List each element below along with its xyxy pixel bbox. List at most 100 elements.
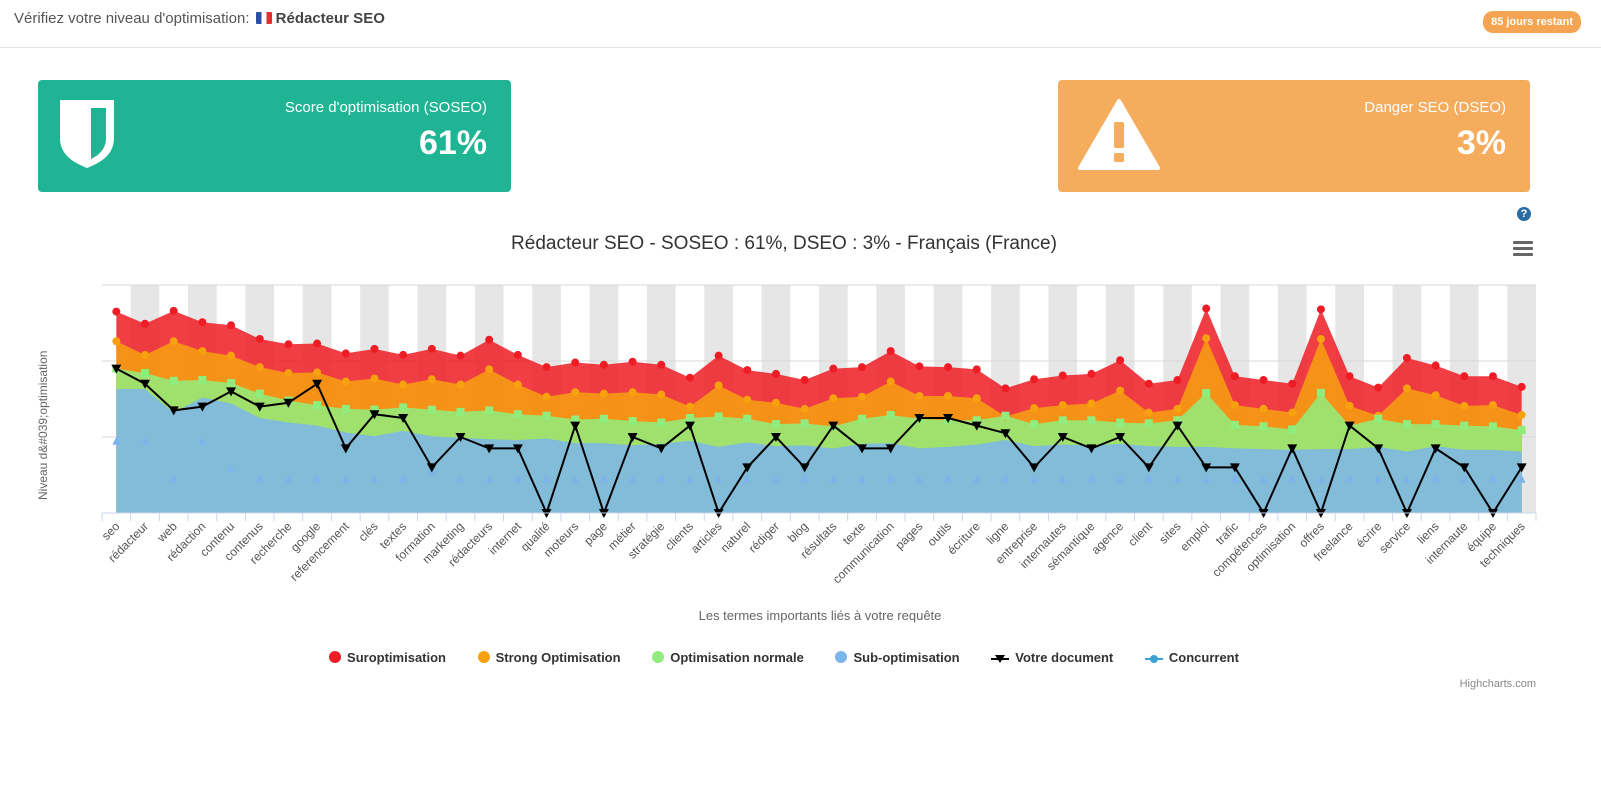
- hamburger-menu-icon[interactable]: [1513, 241, 1533, 257]
- point-optimisation-normale: [685, 414, 694, 422]
- point-votre-document: [369, 410, 380, 420]
- point-suroptimisation: [1173, 376, 1182, 384]
- point-optimisation-normale: [227, 379, 236, 388]
- legend-label: Votre document: [1015, 650, 1114, 665]
- point-suroptimisation: [1058, 371, 1067, 380]
- legend-item-strong-optimisation[interactable]: Strong Optimisation: [477, 650, 621, 665]
- point-optimisation-normale: [972, 416, 981, 425]
- point-strong-optimisation: [944, 391, 953, 400]
- point-optimisation-normale: [1116, 418, 1125, 427]
- point-votre-document: [828, 421, 839, 431]
- point-votre-document: [484, 444, 495, 454]
- point-votre-document: [1086, 444, 1097, 454]
- point-votre-document: [885, 444, 896, 454]
- point-strong-optimisation: [1488, 401, 1497, 410]
- point-votre-document: [226, 387, 237, 397]
- point-suroptimisation: [1030, 375, 1039, 384]
- point-suroptimisation: [1001, 384, 1010, 393]
- point-suroptimisation: [1460, 372, 1469, 381]
- top-bar: Vérifiez votre niveau d'optimisation: Ré…: [0, 0, 1601, 48]
- point-optimisation-normale: [1259, 422, 1268, 431]
- point-suroptimisation: [370, 344, 379, 353]
- point-strong-optimisation: [1202, 334, 1211, 343]
- point-concurrent: [141, 436, 150, 445]
- point-strong-optimisation: [169, 337, 178, 346]
- point-optimisation-normale: [370, 405, 379, 414]
- area-sub-optimisation: [116, 389, 1522, 513]
- point-suroptimisation: [1402, 353, 1411, 362]
- help-icon[interactable]: ?: [1517, 207, 1531, 221]
- legend-item-suroptimisation[interactable]: Suroptimisation: [329, 650, 446, 665]
- point-votre-document: [1373, 444, 1384, 454]
- soseo-label: Score d'optimisation (SOSEO): [284, 99, 487, 116]
- point-concurrent: [169, 474, 178, 483]
- x-tick-label: internet: [486, 519, 525, 558]
- chart-legend: Suroptimisation Strong Optimisation Opti…: [0, 650, 1568, 665]
- point-concurrent: [1116, 474, 1125, 483]
- point-concurrent: [1259, 474, 1268, 483]
- chart-title: Rédacteur SEO - SOSEO : 61%, DSEO : 3% -…: [511, 233, 1057, 254]
- days-remaining-badge: 85 jours restant: [1483, 11, 1581, 33]
- point-suroptimisation: [1259, 376, 1268, 384]
- point-optimisation-normale: [1230, 420, 1239, 429]
- point-votre-document: [168, 406, 179, 416]
- point-strong-optimisation: [1316, 334, 1325, 343]
- point-suroptimisation: [227, 321, 236, 330]
- point-votre-document: [1172, 421, 1183, 431]
- point-votre-document: [770, 433, 781, 442]
- point-strong-optimisation: [800, 404, 809, 413]
- legend-item-optimisation-normale[interactable]: Optimisation normale: [652, 650, 804, 665]
- point-suroptimisation: [628, 357, 637, 366]
- legend-item-sub-optimisation[interactable]: Sub-optimisation: [835, 650, 960, 665]
- credits-link[interactable]: Highcharts.com: [1459, 678, 1536, 690]
- point-suroptimisation: [1431, 361, 1440, 370]
- point-optimisation-normale: [169, 376, 178, 385]
- point-optimisation-normale: [513, 410, 522, 419]
- point-suroptimisation: [1288, 379, 1297, 388]
- point-concurrent: [685, 474, 694, 483]
- point-concurrent: [628, 474, 637, 483]
- point-optimisation-normale: [485, 406, 494, 415]
- point-strong-optimisation: [886, 377, 895, 386]
- point-optimisation-normale: [743, 414, 752, 423]
- point-votre-document: [111, 364, 122, 374]
- point-concurrent: [485, 474, 494, 483]
- point-suroptimisation: [1517, 382, 1526, 391]
- legend-item-concurrent[interactable]: Concurrent: [1144, 650, 1239, 665]
- x-axis-label: Les termes importants liés à votre requê…: [698, 608, 942, 623]
- point-strong-optimisation: [341, 377, 350, 386]
- point-suroptimisation: [886, 347, 895, 356]
- point-optimisation-normale: [1460, 421, 1469, 430]
- legend-label: Optimisation normale: [670, 650, 804, 665]
- point-suroptimisation: [456, 351, 465, 360]
- point-strong-optimisation: [1116, 386, 1125, 395]
- x-tick-label: écriture: [945, 519, 983, 557]
- point-votre-document: [570, 421, 581, 431]
- point-optimisation-normale: [399, 403, 408, 412]
- point-votre-document: [1459, 463, 1470, 473]
- point-votre-document: [656, 444, 667, 454]
- point-optimisation-normale: [1374, 414, 1383, 423]
- point-strong-optimisation: [685, 402, 694, 411]
- page-title: Vérifiez votre niveau d'optimisation: Ré…: [14, 10, 385, 27]
- point-strong-optimisation: [542, 392, 551, 401]
- point-optimisation-normale: [1058, 416, 1067, 425]
- point-strong-optimisation: [112, 337, 121, 346]
- point-suroptimisation: [341, 349, 350, 358]
- soseo-score-card: Score d'optimisation (SOSEO) 61%: [38, 80, 511, 192]
- legend-item-votre-document[interactable]: Votre document: [991, 650, 1113, 665]
- point-suroptimisation: [972, 365, 981, 374]
- x-tick-label: rédiger: [746, 519, 782, 555]
- point-votre-document: [398, 414, 409, 423]
- point-suroptimisation: [915, 362, 924, 371]
- point-votre-document: [1229, 463, 1240, 473]
- point-concurrent: [1460, 474, 1469, 483]
- point-concurrent: [1030, 474, 1039, 483]
- point-optimisation-normale: [800, 419, 809, 428]
- point-suroptimisation: [1087, 369, 1096, 378]
- point-concurrent: [399, 474, 408, 483]
- point-concurrent: [1230, 474, 1239, 483]
- point-votre-document: [742, 463, 753, 473]
- point-concurrent: [255, 474, 264, 483]
- x-tick-label: articles: [688, 519, 725, 556]
